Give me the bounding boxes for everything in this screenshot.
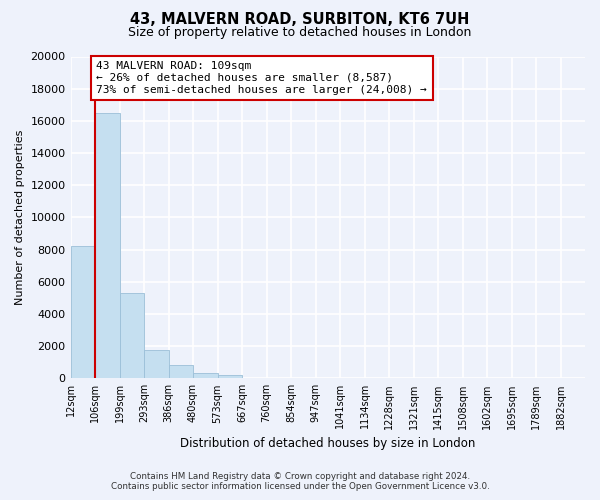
X-axis label: Distribution of detached houses by size in London: Distribution of detached houses by size … [180, 437, 475, 450]
Bar [218, 375, 242, 378]
Text: 43 MALVERN ROAD: 109sqm
← 26% of detached houses are smaller (8,587)
73% of semi: 43 MALVERN ROAD: 109sqm ← 26% of detache… [96, 62, 427, 94]
Bar [119, 293, 144, 378]
Text: Size of property relative to detached houses in London: Size of property relative to detached ho… [128, 26, 472, 39]
Text: Contains HM Land Registry data © Crown copyright and database right 2024.
Contai: Contains HM Land Registry data © Crown c… [110, 472, 490, 491]
Bar [71, 246, 95, 378]
Text: 43, MALVERN ROAD, SURBITON, KT6 7UH: 43, MALVERN ROAD, SURBITON, KT6 7UH [130, 12, 470, 28]
Bar [193, 374, 218, 378]
Bar [144, 350, 169, 378]
Bar [95, 113, 119, 378]
Y-axis label: Number of detached properties: Number of detached properties [15, 130, 25, 305]
Bar [169, 366, 193, 378]
